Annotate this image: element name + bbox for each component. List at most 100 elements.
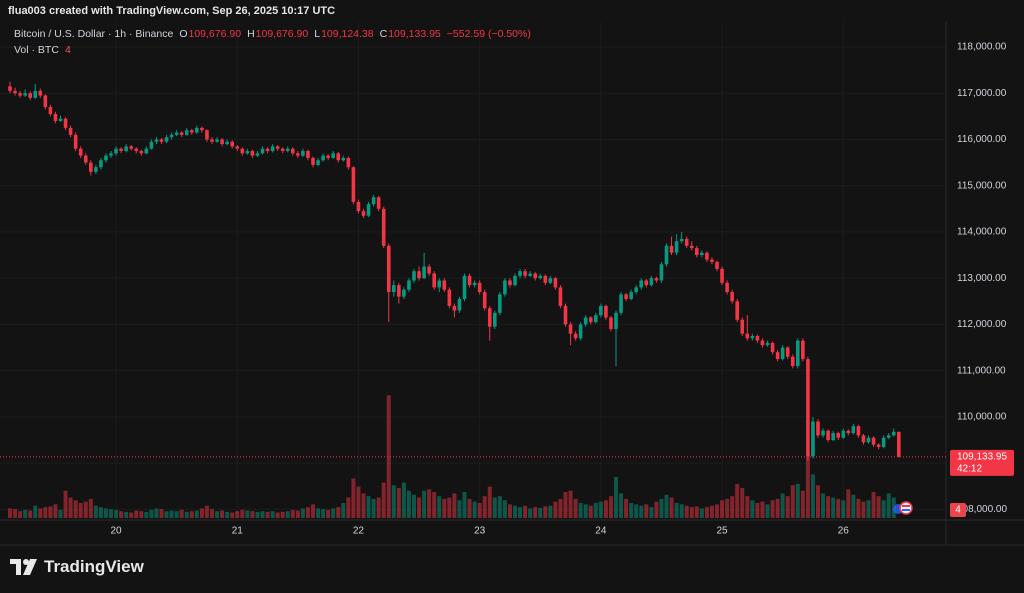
candle-body bbox=[826, 430, 830, 441]
volume-bar bbox=[149, 509, 154, 518]
volume-bar bbox=[664, 494, 669, 518]
volume-bar bbox=[745, 496, 750, 518]
candle-body bbox=[861, 435, 866, 443]
volume-bar bbox=[785, 496, 790, 518]
candle-body bbox=[594, 315, 598, 323]
volume-bar bbox=[624, 498, 629, 518]
volume-bar bbox=[533, 507, 538, 518]
volume-bar bbox=[846, 489, 851, 518]
volume-bar bbox=[401, 482, 406, 518]
candle-body bbox=[649, 278, 654, 286]
volume-bar bbox=[43, 507, 48, 518]
candle-body bbox=[614, 312, 618, 330]
volume-bar bbox=[68, 497, 73, 518]
y-tick-label: 115,000.00 bbox=[957, 180, 1007, 191]
candles bbox=[8, 81, 901, 461]
candle-body bbox=[154, 139, 159, 142]
candle-body bbox=[806, 359, 810, 457]
volume-bar bbox=[406, 490, 411, 518]
candle-body bbox=[836, 433, 840, 438]
volume-bar bbox=[871, 492, 876, 518]
volume-bar bbox=[316, 508, 321, 518]
candle-body bbox=[397, 285, 401, 297]
volume-bar bbox=[735, 483, 740, 518]
candle-body bbox=[669, 245, 674, 253]
ohlc-close: C 109,133.95 bbox=[380, 28, 441, 40]
candle-body bbox=[568, 324, 573, 334]
x-tick-label: 21 bbox=[232, 526, 244, 537]
volume-bar bbox=[654, 501, 659, 518]
candle-body bbox=[316, 160, 320, 165]
candle-body bbox=[43, 95, 48, 108]
price-axis: 108,000.00109,000.00110,000.00111,000.00… bbox=[0, 42, 1014, 537]
volume-bar bbox=[603, 500, 608, 518]
flag-stripe bbox=[902, 505, 910, 507]
volume-bar bbox=[770, 500, 775, 518]
candle-body bbox=[886, 435, 891, 438]
volume-bar bbox=[810, 474, 815, 518]
volume-bar bbox=[487, 486, 492, 518]
candle-body bbox=[457, 298, 462, 311]
volume-bar bbox=[563, 492, 568, 518]
candle-body bbox=[447, 289, 452, 306]
candle-body bbox=[8, 86, 12, 91]
x-tick-label: 24 bbox=[595, 526, 607, 537]
footer: TradingView bbox=[10, 557, 144, 577]
countdown: 42:12 bbox=[957, 464, 982, 475]
logo-text: TradingView bbox=[44, 557, 144, 576]
y-tick-label: 112,000.00 bbox=[957, 319, 1007, 330]
y-tick-label: 111,000.00 bbox=[957, 365, 1006, 376]
volume-bar bbox=[144, 511, 149, 518]
candle-body bbox=[816, 421, 820, 436]
candle-body bbox=[174, 132, 179, 135]
candle-body bbox=[402, 289, 406, 297]
candle-body bbox=[18, 93, 22, 96]
volume-bar bbox=[881, 500, 886, 518]
candle-body bbox=[599, 305, 603, 316]
candle-body bbox=[705, 252, 709, 260]
candle-body bbox=[432, 273, 436, 288]
price-badge-label: 109,133.95 bbox=[957, 452, 1007, 463]
volume-bar bbox=[265, 511, 270, 518]
volume-bar bbox=[715, 504, 719, 518]
candle-body bbox=[654, 278, 659, 281]
candle-body bbox=[376, 197, 381, 209]
candle-body bbox=[109, 153, 113, 156]
volume-bar bbox=[578, 503, 583, 518]
volume-bar bbox=[164, 511, 169, 518]
volume-bar bbox=[341, 503, 346, 518]
price-badge bbox=[950, 449, 1014, 476]
candle-body bbox=[422, 266, 426, 279]
ohlc-value: 109,124.38 bbox=[321, 28, 374, 40]
volume-bar bbox=[184, 511, 189, 518]
logo-icon bbox=[10, 559, 37, 575]
candle-body bbox=[548, 278, 553, 283]
candle-body bbox=[523, 271, 527, 276]
candle-body bbox=[427, 266, 431, 274]
candle-body bbox=[346, 157, 351, 168]
candle-body bbox=[710, 259, 714, 262]
candle-body bbox=[745, 333, 750, 339]
candle-body bbox=[200, 127, 204, 131]
volume-bar bbox=[376, 497, 381, 518]
candle-body bbox=[89, 162, 93, 172]
candle-body bbox=[321, 155, 325, 161]
volume-bar bbox=[816, 485, 820, 518]
candle-body bbox=[306, 151, 310, 158]
candle-body bbox=[730, 292, 734, 302]
volume-bar bbox=[88, 498, 93, 518]
volume-bar bbox=[851, 494, 856, 518]
candle-body bbox=[13, 90, 17, 94]
volume-bar bbox=[805, 453, 810, 518]
candle-body bbox=[558, 287, 563, 306]
volume-bar bbox=[38, 508, 43, 518]
candle-body bbox=[639, 280, 644, 288]
volume-bar bbox=[452, 493, 457, 518]
candle-body bbox=[871, 437, 876, 445]
volume-bar bbox=[583, 504, 588, 518]
candle-body bbox=[53, 114, 58, 121]
candle-body bbox=[866, 437, 871, 443]
y-tick-label: 117,000.00 bbox=[957, 88, 1007, 99]
candle-body bbox=[831, 433, 835, 441]
